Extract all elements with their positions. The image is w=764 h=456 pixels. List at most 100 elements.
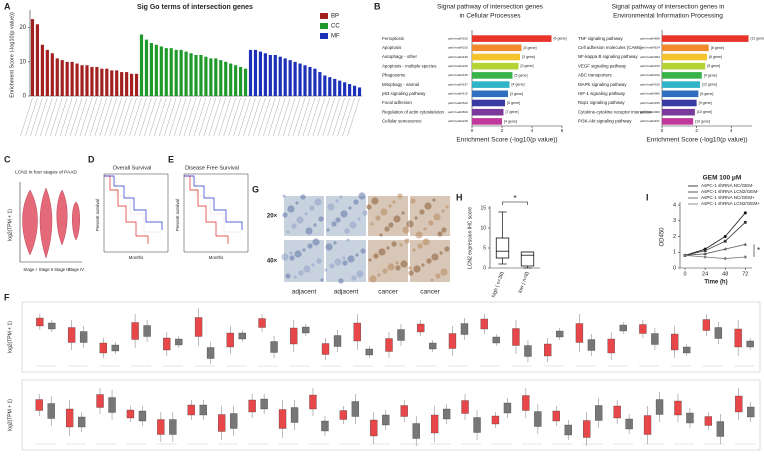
bar <box>662 90 699 98</box>
box-deco <box>353 322 361 342</box>
box-deco <box>583 420 591 438</box>
ihc-texture <box>387 263 395 271</box>
ihc-texture <box>388 222 394 228</box>
series-line <box>684 212 746 256</box>
box-deco <box>339 410 348 420</box>
box-deco <box>448 333 457 349</box>
x-label-placeholder <box>203 97 217 137</box>
bar <box>70 61 74 96</box>
point <box>723 235 727 238</box>
x-label-placeholder <box>238 97 251 137</box>
pathway-id: path:hsa04115 <box>448 92 468 96</box>
bar <box>229 63 233 96</box>
ihc-texture <box>346 238 350 242</box>
box-deco <box>639 324 647 334</box>
chart-title: Environmental Information Processing <box>613 13 723 20</box>
point <box>743 211 747 215</box>
bar <box>209 58 213 96</box>
bar <box>258 51 263 96</box>
ihc-texture <box>324 268 328 272</box>
y-axis-label: LCN2 expression IHC score <box>467 207 473 269</box>
box-deco <box>564 424 572 436</box>
bar <box>45 49 49 96</box>
ihc-texture <box>358 192 366 200</box>
ihc-texture <box>415 231 423 239</box>
x-label-placeholder <box>297 97 311 137</box>
y-tick-label: 3 <box>673 218 676 224</box>
x-label-placeholder <box>223 97 236 137</box>
km-ci <box>104 177 162 233</box>
bar <box>65 61 69 96</box>
point <box>743 242 748 246</box>
km-ci <box>184 177 242 233</box>
category-label: Rap1 signaling pathway <box>578 100 625 105</box>
category-label: MAPK signaling pathway <box>578 82 627 87</box>
ihc-texture <box>441 227 447 233</box>
x-label-placeholder <box>84 97 98 137</box>
x-tick-label: 72 <box>742 271 748 277</box>
ihc-texture <box>349 221 357 229</box>
y-tick-label: 0 <box>483 265 486 271</box>
box-deco <box>206 347 215 359</box>
box-deco <box>351 401 360 417</box>
x-tick-label: Stage I <box>23 267 36 272</box>
x-label-placeholder <box>292 97 306 137</box>
box-deco <box>607 338 615 354</box>
ihc-texture <box>344 228 350 234</box>
box-deco <box>442 408 451 420</box>
gene-count: [10 gene] <box>695 119 710 123</box>
y-tick-label: 0 <box>23 94 27 100</box>
box-deco <box>643 415 652 435</box>
bar <box>60 60 64 96</box>
gene-count: [6 gene] <box>709 55 722 59</box>
box-deco <box>417 323 425 333</box>
box-deco <box>47 403 55 419</box>
x-axis-label: Time (h) <box>704 280 727 286</box>
pathway-id: path:hsa02010 <box>640 73 660 77</box>
box-deco <box>302 326 310 334</box>
box-deco <box>473 417 481 433</box>
significance-bracket <box>502 201 528 205</box>
ihc-texture <box>342 256 346 260</box>
x-label-placeholder <box>124 97 137 137</box>
legend-label: CC <box>331 24 340 30</box>
box-deco <box>111 344 119 352</box>
panel-label: A <box>4 1 11 11</box>
point <box>723 247 727 251</box>
ihc-texture <box>368 258 372 262</box>
gene-count: [5 gene] <box>707 64 720 68</box>
category-label: Cytokine-cytokine receptor interaction <box>578 109 652 114</box>
box-deco <box>544 343 552 357</box>
bar <box>328 77 332 96</box>
x-label-placeholder <box>154 97 167 137</box>
km-curve <box>104 175 149 244</box>
x-label-placeholder <box>302 97 316 137</box>
bar <box>248 49 253 96</box>
km-curve <box>184 175 229 244</box>
bar <box>199 55 203 96</box>
box-deco <box>290 327 298 345</box>
bar <box>90 66 94 96</box>
x-label-placeholder <box>114 97 127 137</box>
y-tick-label: 4 <box>673 202 676 208</box>
ihc-texture <box>408 266 412 270</box>
box-deco <box>163 337 171 351</box>
x-label-placeholder <box>134 97 147 137</box>
ihc-texture <box>296 216 304 224</box>
bar <box>662 99 697 107</box>
violin <box>39 187 53 259</box>
gene-count: [3 gene] <box>510 92 523 96</box>
box-deco <box>503 402 512 414</box>
bar <box>234 65 238 96</box>
box-deco <box>746 340 754 348</box>
bar <box>662 108 695 116</box>
ihc-texture <box>362 210 368 216</box>
legend-swatch <box>320 23 328 29</box>
x-label-placeholder <box>69 97 83 137</box>
box-deco <box>686 412 694 424</box>
box-deco <box>716 421 725 437</box>
ihc-texture <box>400 260 408 268</box>
category-label: Cell adhesion molecules (CAMs) <box>578 45 642 50</box>
pathway-id: path:hsa04145 <box>448 73 468 77</box>
box-deco <box>460 323 469 335</box>
